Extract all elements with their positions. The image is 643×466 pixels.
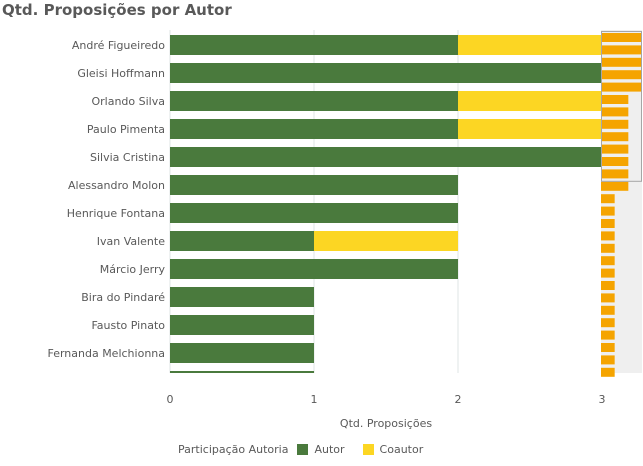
- x-axis-ticks: 0 1 2 3: [167, 393, 606, 406]
- scrollbar-bar-15: [601, 219, 615, 228]
- scrollbar-bar-22: [601, 305, 615, 315]
- bar-autor-henrique-fontana[interactable]: [170, 203, 458, 223]
- x-tick-label-2: 2: [455, 393, 462, 406]
- category-labels: André Figueiredo Gleisi Hoffmann Orlando S…: [47, 39, 165, 360]
- category-label-orlando-silva: Orlando Silva: [91, 95, 165, 108]
- scrollbar-bar-13: [601, 194, 615, 204]
- category-label-alessandro-molon: Alessandro Molon: [68, 179, 165, 192]
- scrollbar-minichart[interactable]: [601, 30, 642, 377]
- category-label-ivan-valente: Ivan Valente: [97, 235, 165, 248]
- scrollbar-bar-25: [601, 343, 615, 352]
- category-label-henrique-fontana: Henrique Fontana: [67, 207, 165, 220]
- bar-autor-orlando-silva[interactable]: [170, 91, 458, 111]
- x-axis-label: Qtd. Proposições: [340, 417, 432, 430]
- legend: Participação Autoria Autor Coautor: [178, 441, 441, 457]
- bar-coautor-ivan-valente[interactable]: [314, 231, 458, 251]
- scrollbar-bar-2: [601, 57, 642, 67]
- scrollbar-bar-19: [601, 268, 615, 278]
- bar-autor-fausto-pinato[interactable]: [170, 315, 314, 335]
- bar-autor-bira-do-pindare[interactable]: [170, 287, 314, 307]
- legend-swatch-autor: [297, 443, 309, 455]
- scrollbar-bar-10: [601, 157, 629, 166]
- scrollbar-bar-0: [601, 33, 642, 42]
- scrollbar-bar-4: [601, 82, 642, 92]
- scrollbar-bar-20: [601, 281, 615, 290]
- legend-label-coautor: Coautor: [379, 442, 424, 456]
- x-tick-label-1: 1: [311, 393, 318, 406]
- bar-coautor-orlando-silva[interactable]: [458, 91, 602, 111]
- x-tick-label-3: 3: [599, 393, 606, 406]
- category-label-andre-figueiredo: André Figueiredo: [72, 39, 165, 52]
- scrollbar-bar-6: [601, 107, 629, 117]
- category-label-fernanda-melchionna: Fernanda Melchionna: [47, 347, 165, 360]
- scrollbar-bar-7: [601, 119, 629, 129]
- scrollbar-bar-14: [601, 206, 615, 216]
- bar-coautor-andre-figueiredo[interactable]: [458, 35, 602, 55]
- bar-autor-fernanda-melchionna[interactable]: [170, 343, 314, 363]
- scrollbar-bar-17: [601, 243, 615, 253]
- scrollbar-bar-9: [601, 144, 629, 154]
- scrollbar-bar-1: [601, 45, 642, 55]
- legend-swatch-coautor: [362, 443, 374, 455]
- bars[interactable]: [170, 35, 602, 373]
- bar-autor-ivan-valente[interactable]: [170, 231, 314, 251]
- category-label-gleisi-hoffmann: Gleisi Hoffmann: [77, 67, 165, 80]
- scrollbar-thumb[interactable]: [601, 31, 642, 182]
- category-label-silvia-cristina: Silvia Cristina: [90, 151, 165, 164]
- scrollbar-bar-11: [601, 169, 629, 179]
- category-label-fausto-pinato: Fausto Pinato: [91, 319, 165, 332]
- scrollbar-bar-5: [601, 95, 629, 104]
- scrollbar-bar-23: [601, 318, 615, 328]
- scrollbar-bar-18: [601, 256, 615, 266]
- scrollbar-bar-24: [601, 330, 615, 340]
- scrollbar-bar-27: [601, 367, 615, 377]
- chart-title: Qtd. Proposições por Autor: [2, 1, 232, 19]
- category-label-paulo-pimenta: Paulo Pimenta: [87, 123, 165, 136]
- bar-autor-andre-figueiredo[interactable]: [170, 35, 458, 55]
- scrollbar-bar-26: [601, 355, 615, 365]
- bar-autor-marcio-jerry[interactable]: [170, 259, 458, 279]
- category-label-marcio-jerry: Márcio Jerry: [100, 263, 166, 276]
- bar-autor-paulo-pimenta[interactable]: [170, 119, 458, 139]
- legend-title: Participação Autoria: [178, 442, 289, 456]
- bar-autor-alessandro-molon[interactable]: [170, 175, 458, 195]
- category-label-bira-do-pindare: Bira do Pindaré: [81, 291, 165, 304]
- scrollbar-bar-21: [601, 293, 615, 303]
- scrollbar-bar-8: [601, 132, 629, 142]
- bar-coautor-paulo-pimenta[interactable]: [458, 119, 602, 139]
- bar-next-row-partial: [170, 371, 314, 373]
- bar-autor-silvia-cristina[interactable]: [170, 147, 602, 167]
- scrollbar-bar-12: [601, 181, 629, 191]
- scrollbar-bar-3: [601, 70, 642, 80]
- legend-entry-coautor[interactable]: Coautor: [362, 442, 424, 456]
- bar-autor-gleisi-hoffmann[interactable]: [170, 63, 602, 83]
- legend-label-autor: Autor: [314, 442, 345, 456]
- x-tick-label-0: 0: [167, 393, 174, 406]
- scrollbar-bar-16: [601, 231, 615, 241]
- legend-entry-autor[interactable]: Autor: [297, 442, 345, 456]
